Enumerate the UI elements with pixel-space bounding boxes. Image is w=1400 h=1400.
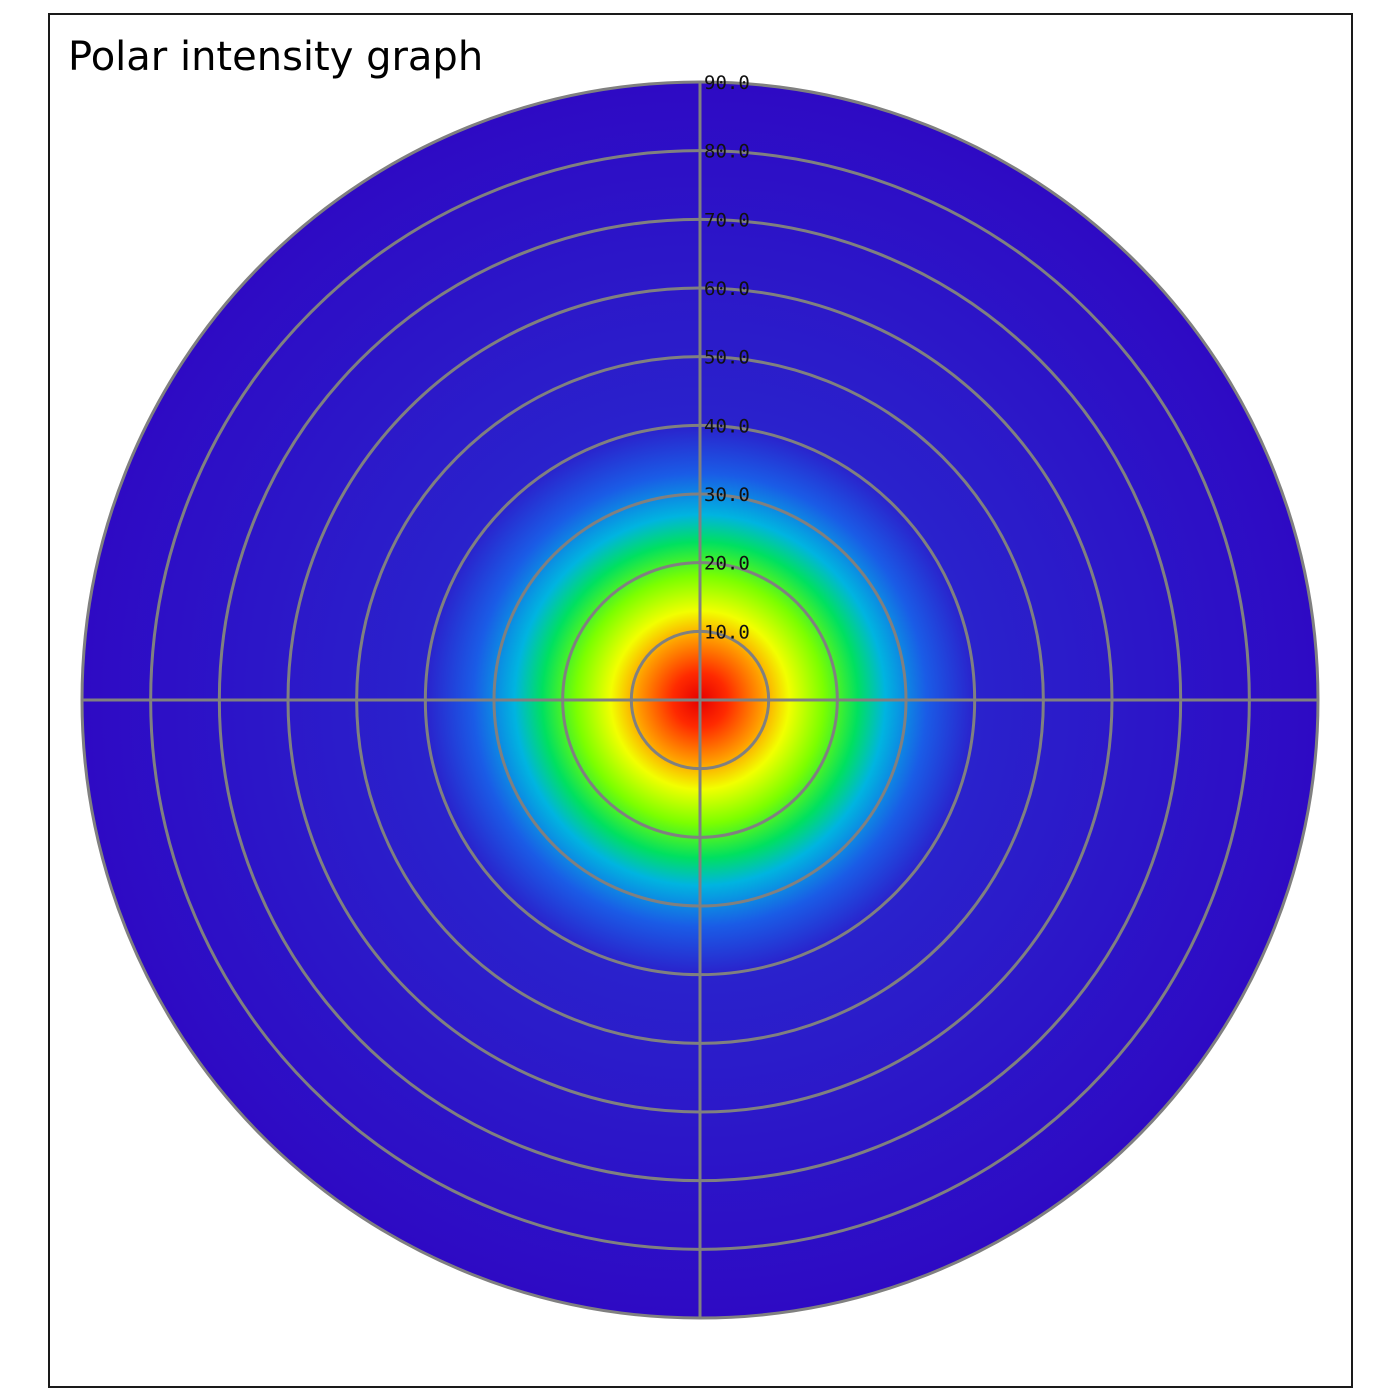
polar-grid — [80, 80, 1320, 1320]
radial-tick-label: 90.0 — [704, 72, 750, 94]
radial-tick-label: 50.0 — [704, 347, 750, 369]
radial-tick-label: 10.0 — [704, 621, 750, 643]
radial-tick-label: 70.0 — [704, 209, 750, 231]
radial-tick-label: 30.0 — [704, 484, 750, 506]
radial-tick-labels: 10.0 20.0 30.0 40.0 50.0 60.0 70.0 80.0 90.0 — [704, 72, 750, 643]
radial-tick-label: 20.0 — [704, 553, 750, 575]
radial-tick-label: 80.0 — [704, 141, 750, 163]
radial-tick-label: 40.0 — [704, 415, 750, 437]
chart-title: Polar intensity graph — [68, 34, 484, 80]
radial-tick-label: 60.0 — [704, 278, 750, 300]
